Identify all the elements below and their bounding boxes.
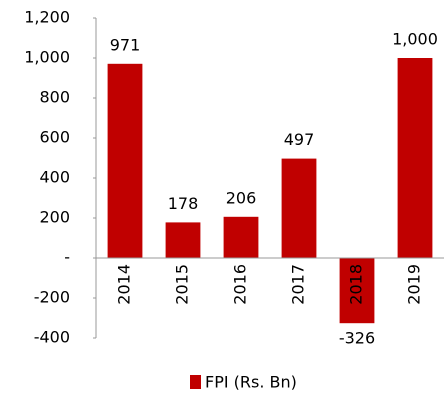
bar [165,222,201,258]
y-tick-label: 200 [39,208,70,227]
bar [281,158,317,258]
value-label: 206 [226,188,257,207]
x-tick-label: 2016 [231,264,250,305]
legend-label: FPI (Rs. Bn) [205,373,297,392]
y-tick-label: 1,000 [24,48,70,67]
y-tick-label: - [64,248,70,267]
x-tick-label: 2017 [289,264,308,305]
bar [339,258,375,324]
x-tick-label: 2015 [173,264,192,305]
value-label: -326 [339,329,375,348]
bar [223,216,259,258]
y-tick-label: 400 [39,168,70,187]
bar [107,63,143,258]
value-label: 1,000 [392,30,438,49]
x-tick-label: 2019 [405,264,424,305]
y-tick-label: 800 [39,88,70,107]
y-tick-label: 600 [39,128,70,147]
y-tick-label: -400 [34,328,70,347]
y-tick-label: -200 [34,288,70,307]
x-tick-label: 2018 [347,264,366,305]
value-label: 971 [110,35,141,54]
value-label: 178 [168,194,199,213]
bar [397,58,433,258]
value-label: 497 [284,130,315,149]
legend-swatch [190,375,201,389]
x-tick-label: 2014 [115,264,134,305]
y-tick-label: 1,200 [24,8,70,27]
